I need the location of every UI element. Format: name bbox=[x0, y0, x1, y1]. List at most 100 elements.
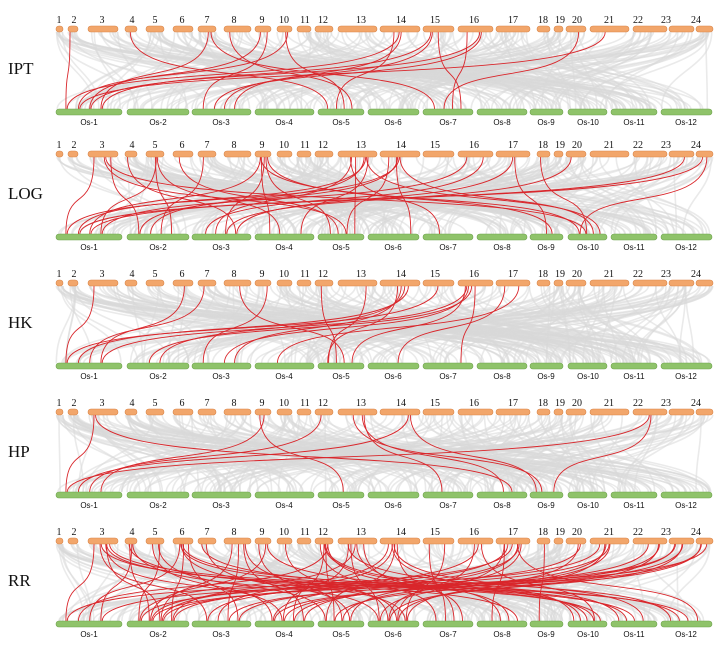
bottom-chromosome-os-12 bbox=[660, 108, 713, 116]
top-chromosome-16 bbox=[457, 279, 494, 287]
background-link bbox=[574, 31, 598, 110]
top-chromosome-label: 16 bbox=[469, 398, 479, 409]
gene-pair-link bbox=[105, 543, 283, 622]
bottom-chromosome-os-8 bbox=[476, 108, 528, 116]
gene-pair-link bbox=[65, 414, 95, 493]
top-chromosome-6 bbox=[172, 537, 194, 545]
gene-pair-link bbox=[215, 156, 353, 235]
background-link bbox=[91, 414, 445, 493]
top-chromosome-15 bbox=[422, 279, 455, 287]
top-chromosomes: 1 2 3 4 5 6 7 8 9 10 11 12 13 14 15 16 17 18 19 20 21 22 23 24 bbox=[55, 15, 714, 33]
background-link bbox=[432, 285, 530, 364]
top-chromosome-label: 17 bbox=[508, 527, 518, 538]
top-chromosome-label: 5 bbox=[153, 15, 158, 26]
top-chromosome-label: 22 bbox=[633, 398, 643, 409]
bottom-chromosome-os-5 bbox=[317, 362, 365, 370]
top-chromosome-label: 18 bbox=[538, 140, 548, 151]
background-link bbox=[184, 285, 522, 364]
background-link bbox=[129, 31, 372, 110]
top-chromosome-11 bbox=[296, 408, 312, 416]
background-link bbox=[524, 414, 706, 493]
top-chromosome-16 bbox=[457, 150, 494, 158]
gene-pair-link bbox=[101, 31, 432, 110]
gene-pair-link bbox=[213, 31, 482, 110]
background-link bbox=[317, 285, 481, 364]
top-chromosome-label: 6 bbox=[180, 15, 185, 26]
top-chromosome-label: 18 bbox=[538, 527, 548, 538]
background-link bbox=[594, 156, 709, 235]
bottom-chromosome-label: Os-2 bbox=[149, 243, 167, 252]
bottom-chromosome-os-2 bbox=[126, 362, 190, 370]
top-chromosome-label: 21 bbox=[604, 15, 614, 26]
gene-pair-link bbox=[66, 414, 650, 493]
bottom-chromosome-label: Os-2 bbox=[149, 630, 167, 639]
bottom-chromosome-os-2 bbox=[126, 620, 190, 628]
bottom-chromosome-label: Os-12 bbox=[675, 501, 697, 510]
bottom-chromosome-label: Os-5 bbox=[332, 118, 350, 127]
top-chromosome-label: 13 bbox=[356, 527, 366, 538]
gene-pair-link bbox=[217, 543, 393, 622]
gene-pair-link bbox=[77, 31, 289, 110]
background-link bbox=[509, 543, 581, 622]
background-link bbox=[59, 156, 181, 235]
background-link bbox=[211, 285, 396, 364]
top-chromosome-17 bbox=[495, 408, 531, 416]
bottom-chromosome-label: Os-11 bbox=[623, 372, 645, 381]
top-chromosome-label: 11 bbox=[300, 140, 310, 151]
gene-pair-link bbox=[320, 285, 337, 364]
bottom-chromosome-os-7 bbox=[422, 491, 474, 499]
top-chromosome-label: 9 bbox=[260, 527, 265, 538]
top-chromosome-14 bbox=[379, 279, 421, 287]
top-chromosome-4 bbox=[124, 25, 138, 33]
top-chromosome-9 bbox=[254, 408, 272, 416]
bottom-chromosome-os-3 bbox=[191, 362, 252, 370]
gene-pair-link bbox=[132, 543, 379, 622]
bottom-chromosome-os-10 bbox=[567, 108, 608, 116]
bottom-chromosome-os-10 bbox=[567, 362, 608, 370]
background-link bbox=[623, 414, 658, 493]
background-link bbox=[95, 414, 162, 493]
background-link bbox=[73, 414, 141, 493]
top-chromosome-23 bbox=[668, 408, 695, 416]
gene-pair-link bbox=[300, 156, 369, 235]
gene-pair-link bbox=[148, 285, 473, 364]
bottom-chromosome-os-7 bbox=[422, 620, 474, 628]
background-link bbox=[610, 156, 652, 235]
top-chromosome-label: 1 bbox=[57, 398, 62, 409]
top-chromosome-15 bbox=[422, 537, 455, 545]
top-chromosome-24 bbox=[695, 408, 714, 416]
gene-pair-link bbox=[105, 156, 587, 235]
top-chromosome-label: 13 bbox=[356, 269, 366, 280]
bottom-chromosome-label: Os-10 bbox=[577, 630, 599, 639]
gene-pair-link bbox=[324, 543, 620, 622]
background-link bbox=[255, 414, 692, 493]
gene-pair-link bbox=[66, 156, 400, 235]
top-chromosome-23 bbox=[668, 537, 695, 545]
bottom-chromosome-os-12 bbox=[660, 491, 713, 499]
bottom-chromosome-label: Os-1 bbox=[80, 118, 98, 127]
top-chromosome-label: 15 bbox=[430, 269, 440, 280]
gene-pair-link bbox=[398, 543, 659, 622]
top-chromosome-label: 16 bbox=[469, 269, 479, 280]
background-synteny-links bbox=[55, 285, 714, 364]
background-link bbox=[447, 156, 510, 235]
top-chromosome-3 bbox=[87, 150, 119, 158]
top-chromosome-3 bbox=[87, 537, 119, 545]
top-chromosome-12 bbox=[314, 408, 334, 416]
bottom-chromosome-os-1 bbox=[55, 620, 123, 628]
bottom-chromosome-label: Os-1 bbox=[80, 501, 98, 510]
gene-pair-link bbox=[579, 156, 708, 235]
top-chromosome-label: 18 bbox=[538, 15, 548, 26]
top-chromosome-label: 24 bbox=[691, 15, 701, 26]
top-chromosome-15 bbox=[422, 408, 455, 416]
top-chromosome-label: 24 bbox=[691, 140, 701, 151]
background-link bbox=[565, 285, 703, 364]
top-chromosome-label: 4 bbox=[130, 398, 135, 409]
bottom-chromosome-os-7 bbox=[422, 108, 474, 116]
top-chromosome-label: 10 bbox=[279, 527, 289, 538]
bottom-chromosome-label: Os-5 bbox=[332, 501, 350, 510]
top-chromosome-label: 13 bbox=[356, 140, 366, 151]
bottom-chromosome-label: Os-4 bbox=[275, 630, 293, 639]
gene-pair-link bbox=[202, 285, 268, 364]
bottom-chromosome-os-5 bbox=[317, 491, 365, 499]
